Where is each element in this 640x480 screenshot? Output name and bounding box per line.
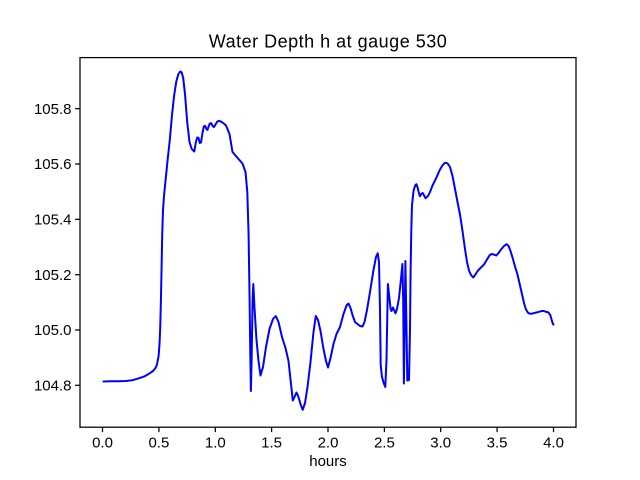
svg-text:0.5: 0.5 bbox=[148, 435, 169, 452]
svg-text:Water Depth h at gauge 530: Water Depth h at gauge 530 bbox=[209, 32, 447, 52]
svg-text:105.6: 105.6 bbox=[34, 156, 72, 173]
svg-text:3.5: 3.5 bbox=[487, 435, 508, 452]
svg-text:105.2: 105.2 bbox=[34, 267, 72, 284]
svg-text:3.0: 3.0 bbox=[430, 435, 451, 452]
svg-text:1.0: 1.0 bbox=[205, 435, 226, 452]
svg-text:hours: hours bbox=[309, 453, 347, 470]
svg-text:104.8: 104.8 bbox=[34, 378, 72, 395]
svg-text:105.8: 105.8 bbox=[34, 101, 72, 118]
svg-text:0.0: 0.0 bbox=[92, 435, 113, 452]
svg-text:1.5: 1.5 bbox=[261, 435, 282, 452]
svg-text:105.4: 105.4 bbox=[34, 212, 72, 229]
svg-text:2.5: 2.5 bbox=[374, 435, 395, 452]
svg-text:2.0: 2.0 bbox=[318, 435, 339, 452]
svg-text:4.0: 4.0 bbox=[543, 435, 564, 452]
svg-text:105.0: 105.0 bbox=[34, 322, 72, 339]
